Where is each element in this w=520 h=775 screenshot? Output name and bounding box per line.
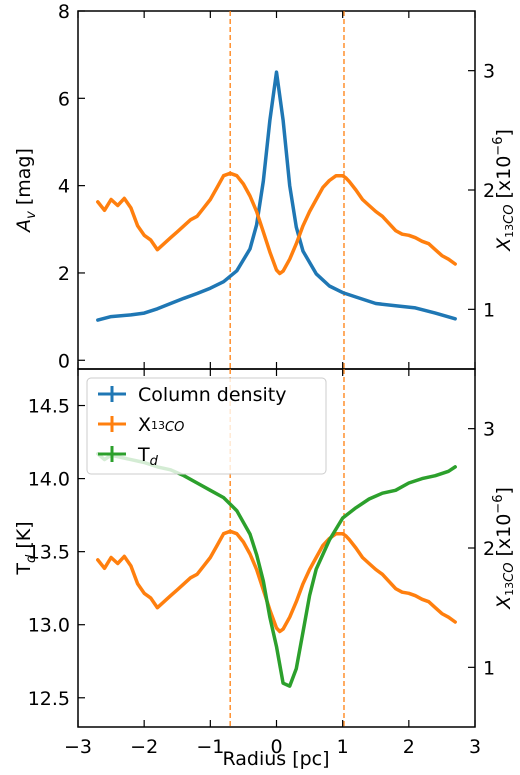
legend-label-x13co-sub: CO [165, 420, 184, 435]
bottom-xtick-label-4: 1 [337, 736, 349, 758]
legend-label-x13co-sup: 13 [151, 419, 165, 432]
top-y2tick-label-2: 3 [483, 61, 495, 83]
top-y2label-unit: [x10 [493, 156, 515, 205]
top-ytick-label-3: 6 [58, 88, 70, 110]
bottom-ylabel-sub: d [24, 554, 39, 563]
top-panel: 0 2 4 6 8 1 2 3 Av [mag] X13CO [x10−6] [13, 1, 517, 372]
top-ytick-label-0: 0 [58, 350, 70, 372]
bottom-y2tick-label-0: 1 [483, 657, 495, 679]
bottom-ytick-label-3: 14.0 [28, 469, 70, 491]
bottom-xtick-label-1: −2 [130, 736, 158, 758]
top-y2tick-label-0: 1 [483, 299, 495, 321]
top-ytick-label-1: 2 [58, 263, 70, 285]
top-vlines [229, 11, 345, 369]
bottom-ytick-label-0: 12.5 [28, 688, 70, 710]
top-series-column-density [96, 70, 457, 322]
bottom-series [96, 452, 457, 688]
top-ylabel-sub: v [24, 211, 39, 219]
bottom-xtick-label-2: −1 [196, 736, 224, 758]
legend-label-x13co-main: X [138, 414, 151, 436]
bottom-y2label: X13CO [x10−6] [491, 487, 517, 610]
bottom-y2label-main: X [493, 595, 515, 610]
top-y2label-sub1: 13 [503, 224, 516, 238]
top-y2label-exp: −6 [491, 137, 506, 156]
bottom-xtick-label-6: 3 [469, 736, 481, 758]
bottom-series-t-d [96, 452, 457, 688]
top-ylabel-unit: [mag] [13, 148, 35, 211]
legend-item-td: Td [98, 444, 159, 469]
bottom-ylabel-unit: [K] [13, 521, 35, 554]
top-ylabel-main: A [13, 219, 35, 234]
bottom-series-x13co [96, 529, 457, 634]
legend-item-x13co: X13CO [98, 414, 184, 436]
top-series-x13co [96, 171, 457, 276]
bottom-y2label-sub1: 13 [503, 582, 516, 596]
bottom-y2tick-label-1: 2 [483, 538, 495, 560]
legend-label-column-density: Column density [138, 384, 286, 406]
top-ytick-label-4: 8 [58, 1, 70, 23]
top-ytick-label-2: 4 [58, 176, 70, 198]
legend-label-x13co: X13CO [138, 414, 184, 436]
bottom-y2tick-label-2: 3 [483, 419, 495, 441]
legend-label-td-main: T [137, 444, 150, 466]
bottom-ticks: −3 −2 −1 0 1 2 3 12.5 13.0 13.5 14.0 14.5 1 2 3 [28, 369, 495, 758]
bottom-ylabel: Td [K] [13, 521, 39, 575]
bottom-y2label-exp: −6 [491, 495, 506, 514]
legend-box [86, 377, 327, 475]
bottom-xlabel: Radius [pc] [222, 748, 329, 770]
top-y2tick-label-1: 2 [483, 180, 495, 202]
top-ylabel: Av [mag] [13, 148, 39, 234]
bottom-ytick-label-2: 13.5 [28, 542, 70, 564]
bottom-ytick-label-4: 14.5 [28, 396, 70, 418]
top-series [96, 70, 457, 322]
legend-label-td: Td [137, 444, 159, 469]
bottom-panel: −3 −2 −1 0 1 2 3 12.5 13.0 13.5 14.0 14.5 1 2 3 Td [K]… [13, 368, 517, 770]
bottom-y2label-sub2: CO [502, 563, 517, 582]
top-y2label-sub2: CO [502, 205, 517, 224]
top-y2label: X13CO [x10−6] [491, 129, 517, 252]
bottom-xtick-label-3: 0 [270, 736, 282, 758]
bottom-xtick-label-5: 2 [403, 736, 415, 758]
bottom-ylabel-main: T [13, 563, 35, 576]
bottom-y2label-unit: [x10 [493, 514, 515, 563]
top-y2label-close: ] [493, 129, 515, 136]
legend-item-column-density: Column density [98, 384, 286, 406]
bottom-ytick-label-1: 13.0 [28, 615, 70, 637]
bottom-y2label-close: ] [493, 487, 515, 494]
legend: Column density X13CO Td [86, 377, 327, 475]
top-y2label-main: X [493, 237, 515, 252]
top-ticks: 0 2 4 6 8 1 2 3 [58, 1, 495, 372]
legend-label-td-sub: d [150, 454, 159, 469]
bottom-xtick-label-0: −3 [64, 736, 92, 758]
